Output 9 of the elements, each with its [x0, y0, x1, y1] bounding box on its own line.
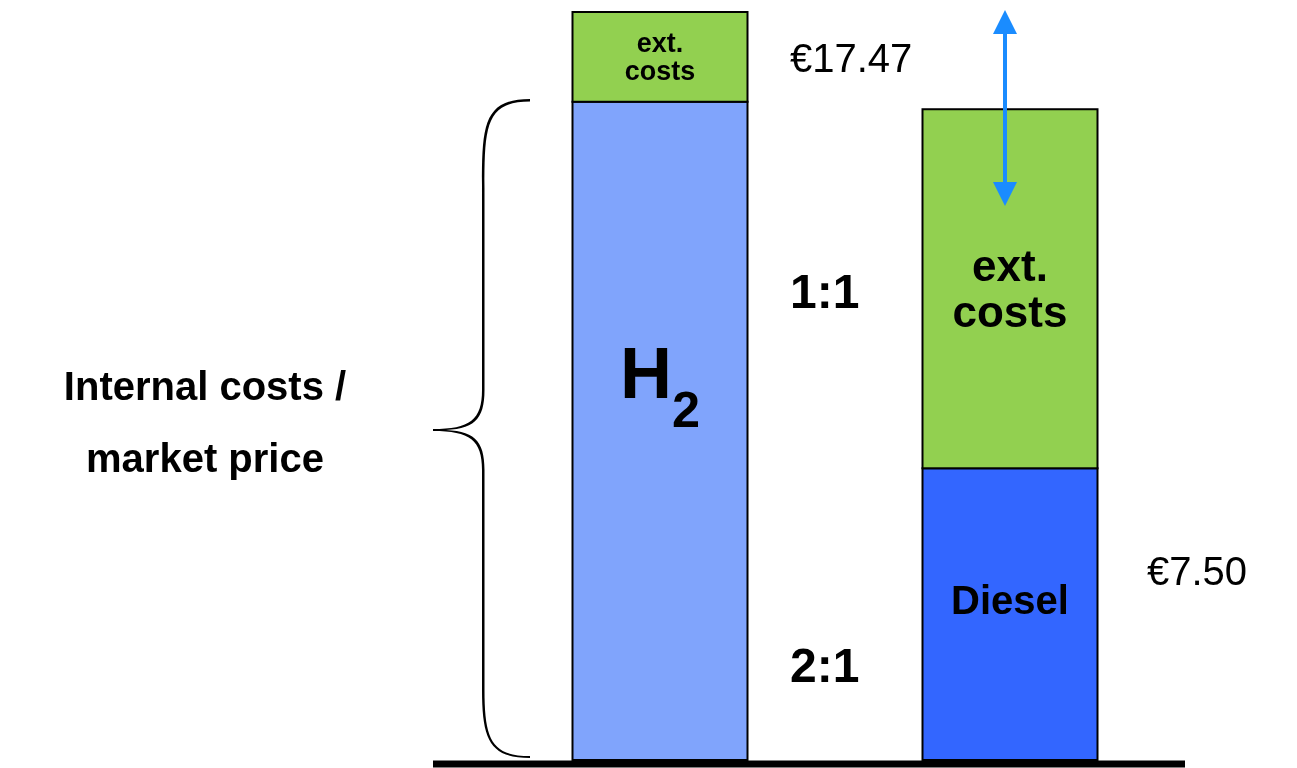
x-tick-label: H$_{2}$ [619, 332, 701, 438]
x-tick-label: Diesel [951, 577, 1069, 622]
annotation: 1:1 [790, 265, 860, 318]
annotation: 2:1 [790, 639, 860, 692]
text: ext. costs [952, 241, 1068, 337]
text: Internal costs / market price [63, 364, 347, 480]
annotation: €17.47 [790, 36, 913, 80]
series-label: ext. costs [624, 28, 696, 87]
annotation: €7.50 [1147, 549, 1248, 593]
